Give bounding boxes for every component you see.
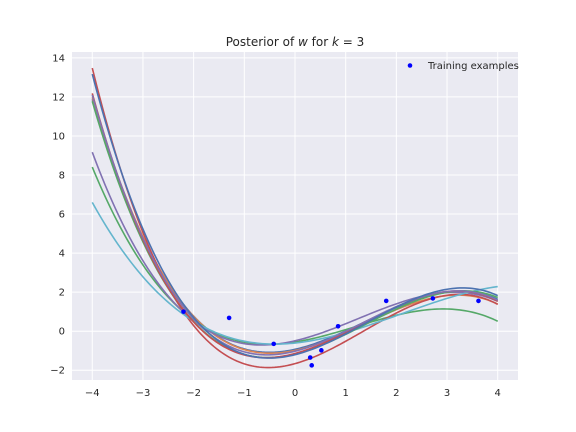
y-tick-label: 12 — [52, 92, 65, 103]
x-tick-label: −4 — [85, 388, 100, 399]
y-tick-label: 0 — [59, 327, 65, 338]
title-prefix: Posterior of — [226, 35, 298, 49]
training-point — [335, 324, 341, 329]
x-tick-label: 1 — [342, 388, 348, 399]
y-tick-label: −2 — [50, 366, 65, 377]
series-line — [91, 73, 499, 359]
series-line — [91, 202, 498, 345]
training-point — [271, 341, 277, 347]
legend-marker — [407, 63, 413, 68]
y-tick-label: 6 — [59, 210, 65, 221]
y-tick-label: 2 — [59, 288, 65, 299]
legend: Training examples — [407, 61, 519, 72]
title-w: w — [298, 35, 308, 49]
x-tick-label: 4 — [495, 388, 501, 399]
training-point — [383, 298, 389, 304]
training-point — [476, 298, 481, 304]
x-tick-label: 3 — [444, 388, 450, 399]
y-tick-label: 8 — [59, 171, 65, 182]
x-tick-labels: −4 −3 −2 −1 0 1 2 3 4 — [85, 388, 501, 399]
chart-title: Posterior of w for k = 3 — [226, 35, 364, 49]
title-mid: for — [308, 35, 332, 49]
training-point — [319, 348, 324, 353]
series-line — [91, 166, 499, 346]
training-point — [307, 355, 313, 360]
series-line — [91, 94, 499, 356]
x-tick-label: 0 — [292, 388, 298, 399]
x-tick-label: 2 — [393, 388, 399, 399]
x-tick-label: −2 — [186, 388, 201, 399]
title-suffix: = 3 — [339, 35, 364, 49]
y-tick-label: 14 — [52, 53, 65, 64]
x-tick-label: −1 — [237, 388, 252, 399]
x-tick-label: −3 — [136, 388, 151, 399]
y-tick-label: 10 — [52, 131, 65, 142]
training-point — [226, 315, 232, 321]
grid — [72, 52, 518, 380]
training-point — [181, 309, 186, 314]
training-point — [430, 296, 436, 301]
training-points — [181, 296, 481, 368]
training-point — [309, 363, 315, 368]
y-tick-labels: −2 0 2 4 6 8 10 12 14 — [50, 53, 65, 376]
legend-label: Training examples — [427, 61, 519, 72]
series-lines — [91, 67, 499, 369]
title-k: k — [332, 35, 340, 49]
y-tick-label: 4 — [59, 249, 65, 260]
